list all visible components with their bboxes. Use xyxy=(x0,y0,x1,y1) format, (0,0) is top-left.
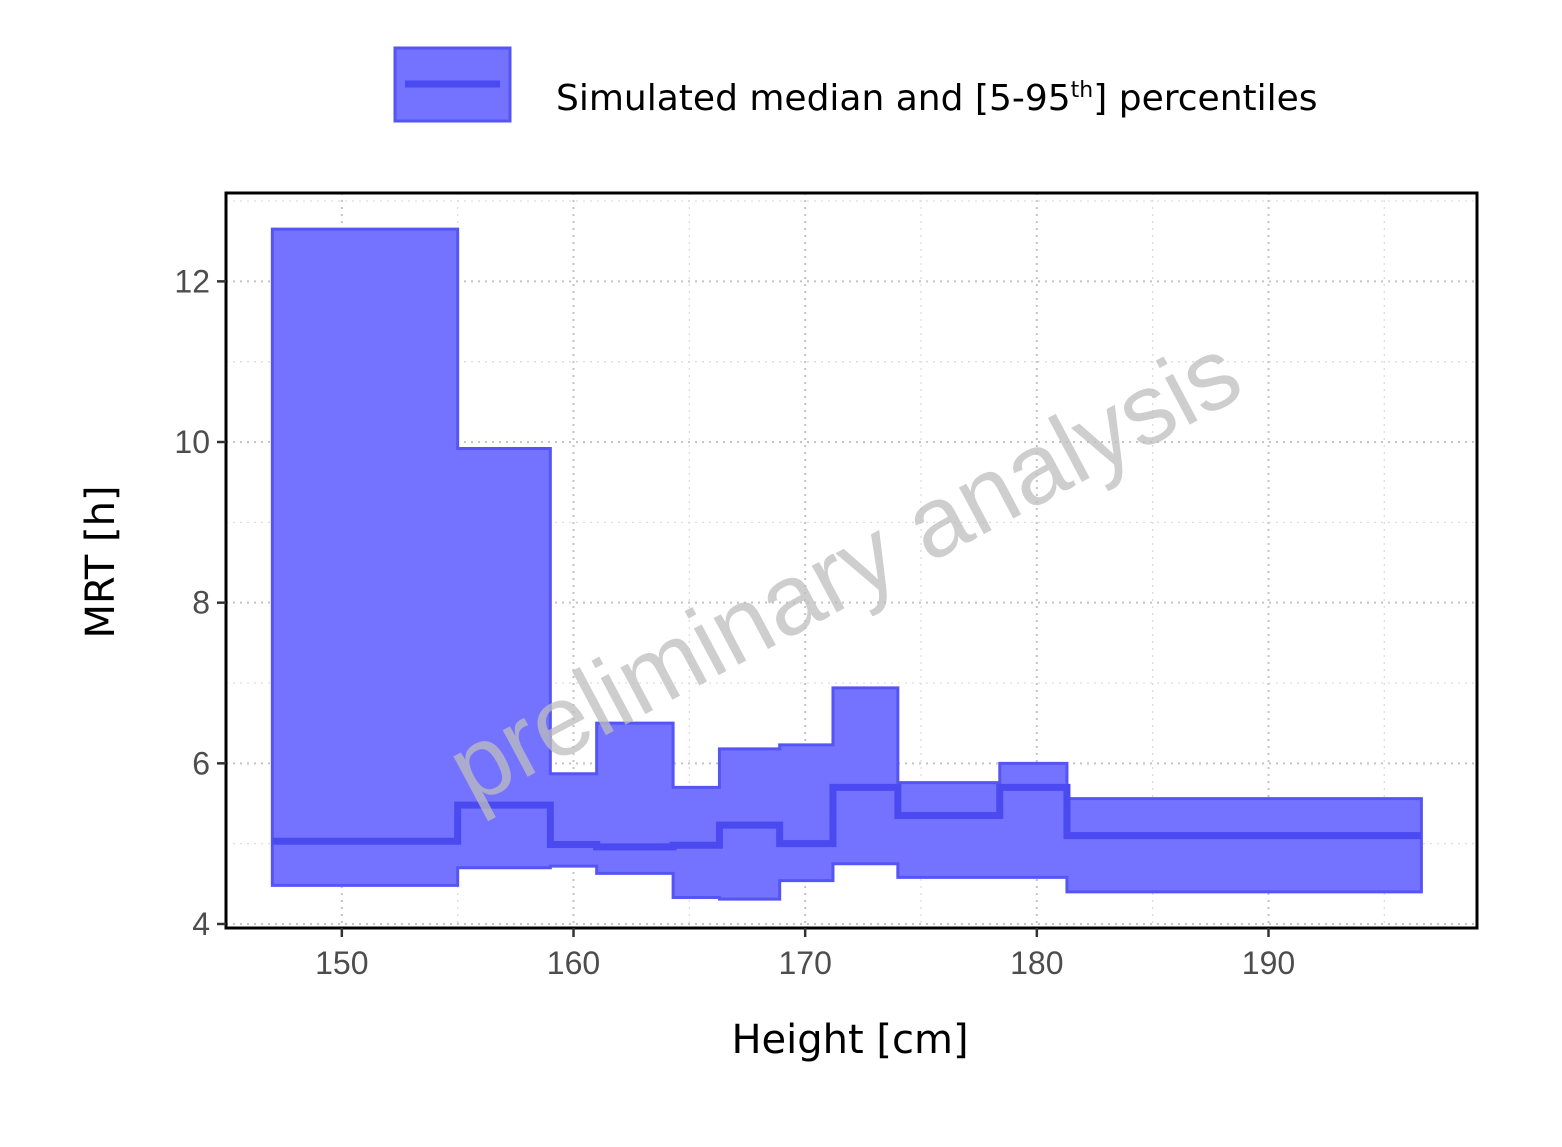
legend: Simulated median and [5-95th] percentile… xyxy=(393,46,1318,123)
y-tick-label: 8 xyxy=(192,585,210,621)
percentile-band xyxy=(270,227,1423,901)
data-marks xyxy=(270,227,1423,901)
plot-panel: preliminary analysis 150 160 170 180 1904681… xyxy=(174,191,1479,981)
x-tick-label: 170 xyxy=(778,945,831,981)
y-tick-label: 10 xyxy=(174,424,210,460)
panel-border xyxy=(224,191,1479,930)
x-tick-label: 180 xyxy=(1010,945,1063,981)
x-axis-title: Height [cm] xyxy=(731,1017,968,1063)
axes: 150 160 170 180 190 4 6 8 10 12 xyxy=(174,263,1295,981)
legend-label-end: ] percentiles xyxy=(1093,78,1317,119)
y-axis-title: MRT [h] xyxy=(78,485,124,638)
legend-label: Simulated median and [5-95th] percentile… xyxy=(556,78,1318,119)
median-line xyxy=(272,783,1422,851)
x-tick-label: 150 xyxy=(315,945,368,981)
legend-label-sup: th xyxy=(1071,78,1094,103)
y-tick-label: 6 xyxy=(192,745,210,781)
legend-label-main: Simulated median and [5-95 xyxy=(556,78,1071,119)
x-tick-label: 160 xyxy=(547,945,600,981)
y-tick-label: 12 xyxy=(174,263,210,299)
x-tick-label: 190 xyxy=(1242,945,1295,981)
y-tick-label: 4 xyxy=(192,906,210,942)
